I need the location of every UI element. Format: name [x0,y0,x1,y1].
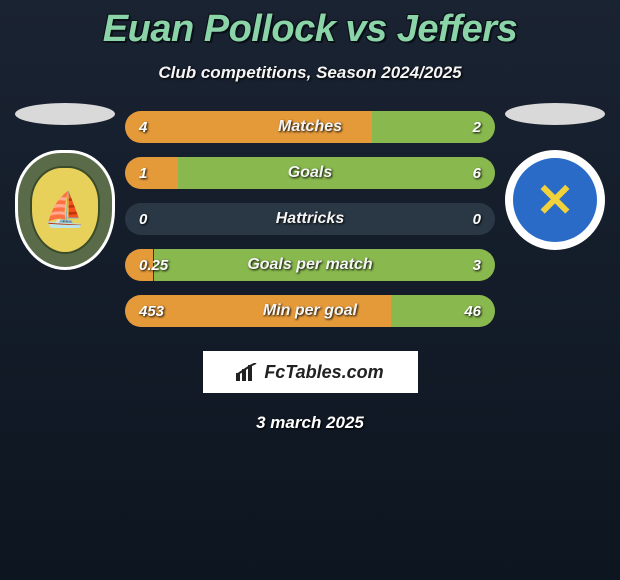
stat-label: Min per goal [125,302,495,320]
date-label: 3 march 2025 [0,413,620,433]
stat-label: Goals [125,164,495,182]
logo-text: FcTables.com [264,362,383,383]
stat-row: 45346Min per goal [125,295,495,327]
subtitle: Club competitions, Season 2024/2025 [0,63,620,83]
shadow-oval-left [15,103,115,125]
comparison-area: ⛵ ✕ 42Matches 16Goals 00Hattricks 0.253Goal… [0,111,620,433]
stat-label: Hattricks [125,210,495,228]
stat-row: 0.253Goals per match [125,249,495,281]
saltire-icon: ✕ [536,173,575,227]
page-title: Euan Pollock vs Jeffers [0,0,620,51]
stat-label: Goals per match [125,256,495,274]
player-left-badge: ⛵ [10,103,120,270]
stat-bars: 42Matches 16Goals 00Hattricks 0.253Goals pe… [125,111,495,327]
stat-row: 00Hattricks [125,203,495,235]
shadow-oval-right [505,103,605,125]
chart-icon [236,363,258,381]
ship-icon: ⛵ [44,190,86,230]
fctables-logo: FcTables.com [203,351,418,393]
stat-row: 16Goals [125,157,495,189]
player-right-badge: ✕ [500,103,610,250]
crest-left-inner: ⛵ [30,166,100,254]
crest-right: ✕ [505,150,605,250]
stat-label: Matches [125,118,495,136]
crest-left: ⛵ [15,150,115,270]
stat-row: 42Matches [125,111,495,143]
